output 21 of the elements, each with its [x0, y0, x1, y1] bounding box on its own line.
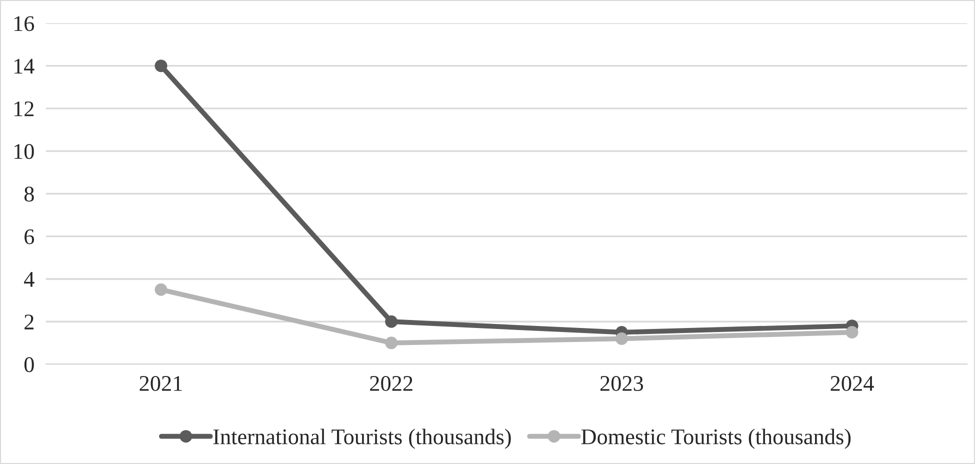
point [385, 315, 398, 328]
y-tick-label: 14 [14, 58, 34, 74]
y-tick-label: 6 [24, 229, 34, 244]
point [615, 332, 628, 345]
y-tick-label: 16 [14, 16, 34, 32]
x-tick-label: 2021 [140, 376, 182, 391]
x-tick-label: 2022 [370, 376, 412, 391]
point [154, 283, 168, 296]
legend-label: International Tourists (thousands) [213, 428, 511, 449]
x-tick-label: 2024 [830, 376, 874, 391]
y-tick-label: 10 [14, 144, 34, 160]
point [385, 336, 398, 350]
y-tick-label: 0 [24, 357, 34, 372]
point [154, 60, 168, 72]
y-tick-label: 2 [24, 314, 34, 330]
point [846, 326, 858, 339]
legend-label: Domestic Tourists (thousands) [581, 428, 851, 449]
y-tick-label: 4 [24, 272, 34, 287]
y-tick-label: 12 [14, 101, 34, 116]
x-tick-label: 2023 [600, 376, 644, 391]
y-tick-label: 8 [24, 186, 34, 202]
